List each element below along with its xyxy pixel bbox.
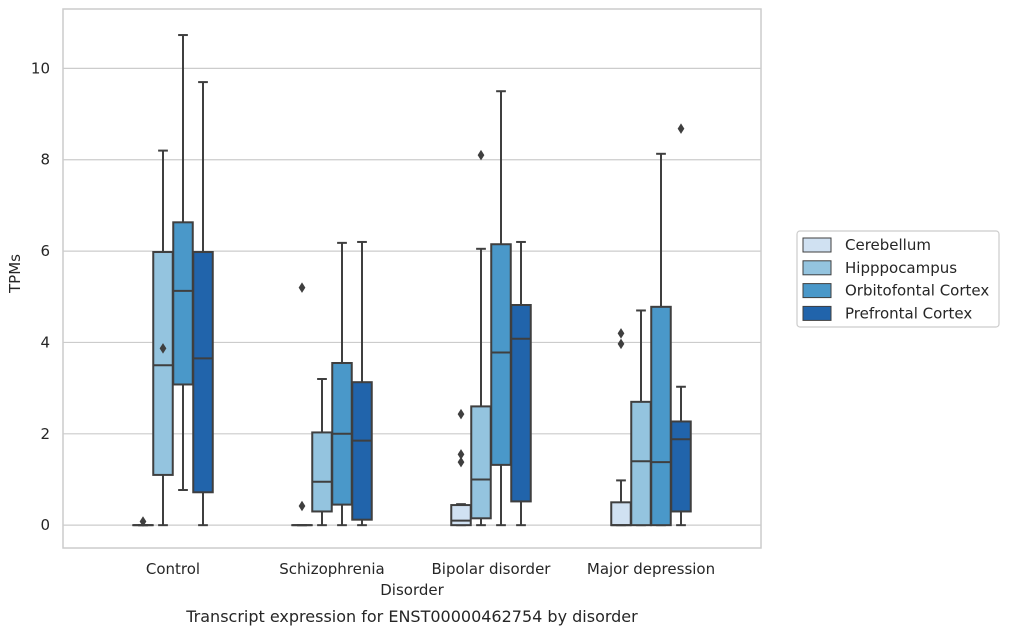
box-series	[132, 34, 692, 527]
box-body	[152, 251, 174, 476]
box-body	[192, 251, 214, 494]
outlier-point	[477, 149, 485, 161]
x-tick-label: Control	[146, 560, 200, 578]
x-axis-label: Disorder	[380, 581, 444, 599]
box	[351, 240, 373, 527]
series-prefrontal-cortex	[192, 81, 692, 527]
box	[331, 241, 353, 527]
outlier-point	[617, 338, 625, 350]
outlier-point	[677, 123, 685, 134]
legend-swatch	[802, 305, 832, 321]
plot-frame	[62, 8, 762, 549]
box-body	[510, 303, 532, 503]
y-tick-label: 2	[40, 425, 50, 443]
box-body	[670, 420, 692, 513]
outlier-point	[457, 408, 465, 420]
legend-swatch	[802, 283, 832, 299]
box-body	[311, 431, 333, 513]
box	[152, 149, 174, 527]
box-body	[172, 221, 194, 386]
outlier-point	[298, 282, 306, 293]
box	[510, 240, 532, 527]
series-cerebellum	[132, 282, 632, 527]
outlier-point	[298, 500, 306, 512]
outlier-point	[457, 449, 465, 460]
legend: Cerebellum Hipppocampus Orbitofontal Corte…	[796, 230, 1000, 328]
x-tick-label: Major depression	[587, 560, 715, 578]
box	[311, 377, 333, 527]
box-body	[650, 305, 672, 527]
x-axis-ticks: Control Schizophrenia Bipolar disorder Majo…	[146, 560, 715, 578]
box	[490, 90, 512, 527]
chart-caption: Transcript expression for ENST0000046275…	[185, 607, 638, 626]
box	[650, 152, 672, 527]
box	[630, 309, 652, 527]
box-body	[610, 501, 632, 527]
box	[670, 123, 692, 527]
legend-label: Hipppocampus	[845, 259, 957, 277]
box-body	[351, 381, 373, 521]
box	[172, 34, 194, 491]
legend-label: Cerebellum	[845, 236, 931, 254]
y-tick-label: 4	[40, 333, 50, 351]
legend-label: Orbitofontal Cortex	[845, 282, 989, 300]
y-tick-label: 0	[40, 516, 50, 534]
legend-swatch	[802, 260, 832, 276]
box	[291, 282, 313, 527]
legend-frame	[796, 230, 1000, 328]
outlier-point	[617, 328, 625, 339]
box	[192, 81, 214, 527]
y-tick-label: 10	[31, 59, 50, 77]
box	[470, 149, 492, 527]
box-body	[630, 400, 652, 527]
box	[132, 516, 154, 527]
outlier-point	[457, 456, 465, 468]
series-hipppocampus	[152, 149, 652, 527]
y-tick-label: 8	[40, 151, 50, 169]
outlier-point	[159, 343, 167, 354]
legend-swatch	[802, 237, 832, 253]
y-tick-label: 6	[40, 242, 50, 260]
x-tick-label: Bipolar disorder	[432, 560, 552, 578]
legend-label: Prefrontal Cortex	[845, 304, 972, 322]
box	[450, 408, 472, 527]
x-tick-label: Schizophrenia	[279, 560, 384, 578]
y-axis-ticks: 0 2 4 6 8 10	[31, 59, 50, 534]
y-axis-label: TPMs	[6, 254, 24, 294]
box-body	[450, 504, 472, 527]
series-orbitofontal-cortex	[172, 34, 672, 527]
box-body	[470, 405, 492, 520]
box-body	[490, 243, 512, 466]
box	[610, 328, 632, 527]
outlier-point	[139, 516, 147, 527]
